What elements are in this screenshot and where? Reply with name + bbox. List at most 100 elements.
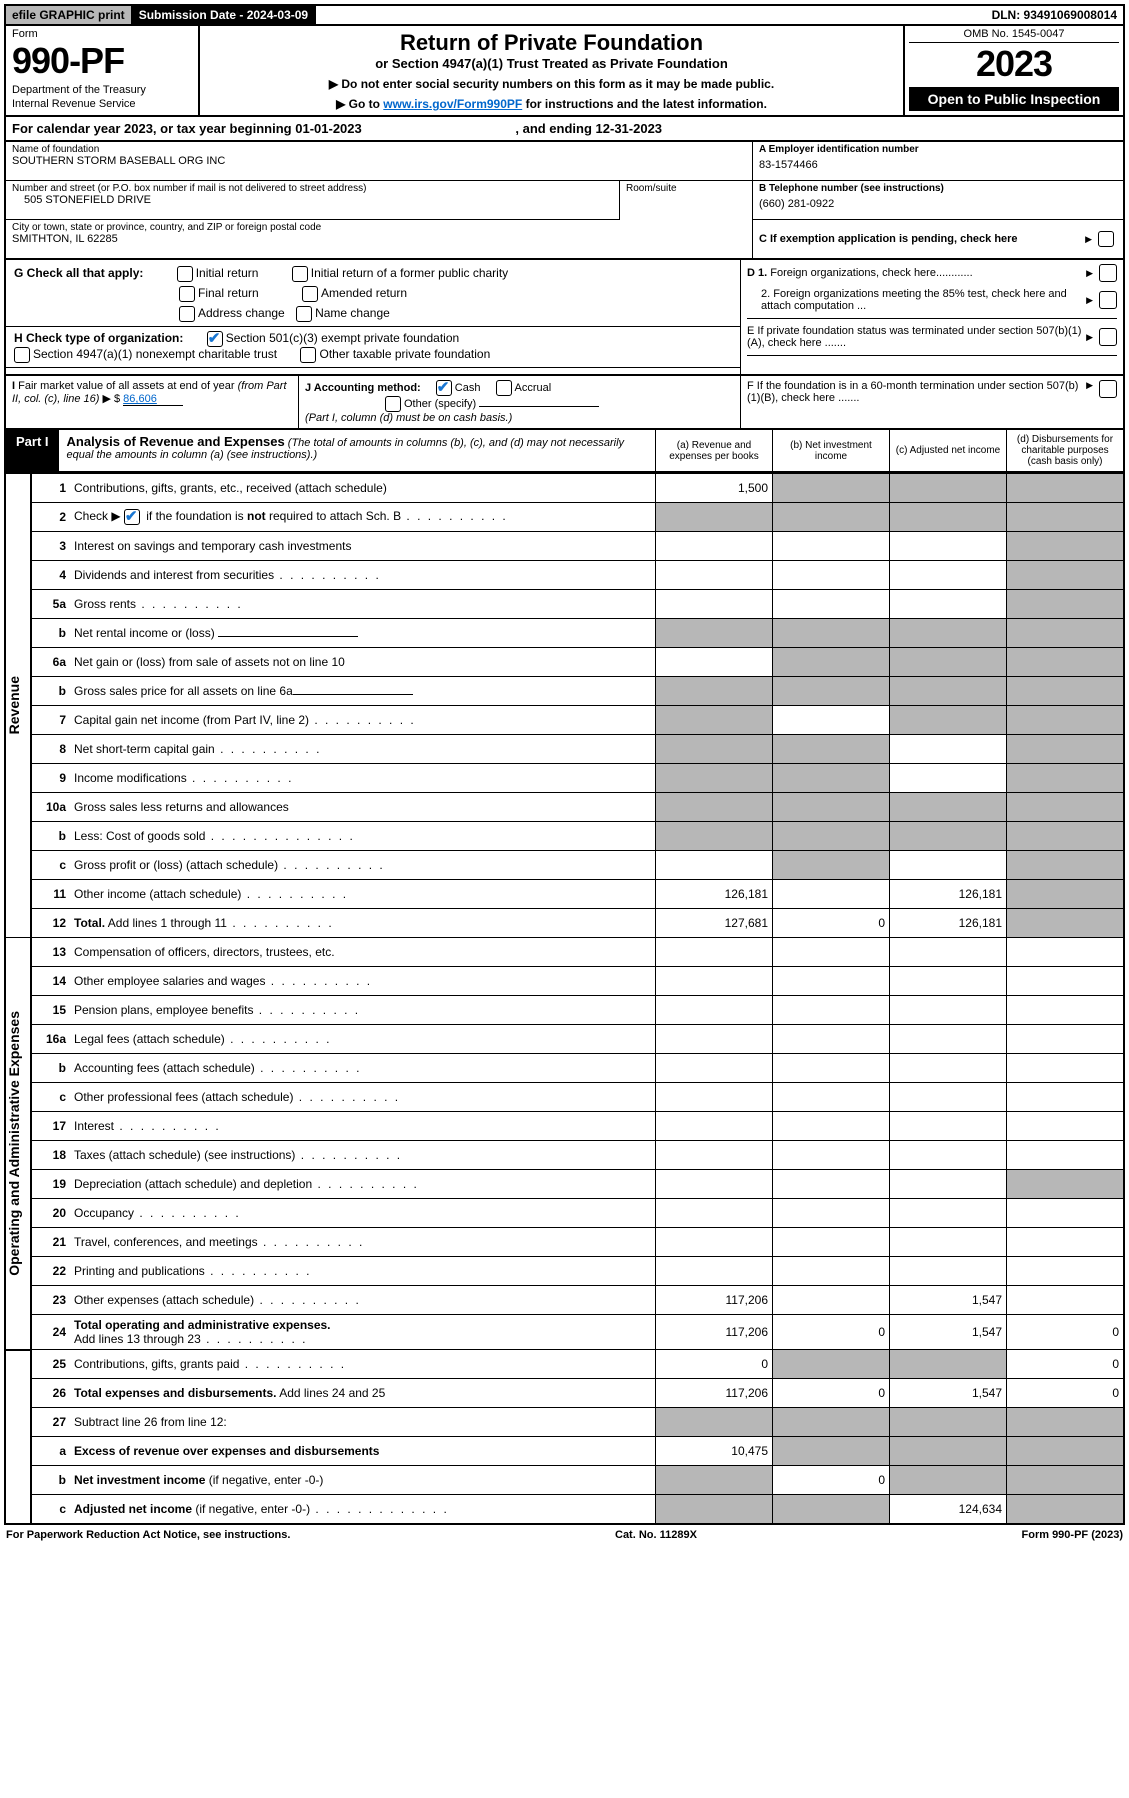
accrual-checkbox[interactable] — [496, 380, 512, 396]
submission-date: Submission Date - 2024-03-09 — [133, 6, 316, 24]
part1-header: Part I Analysis of Revenue and Expenses … — [4, 430, 1125, 473]
addr-change-checkbox[interactable] — [179, 306, 195, 322]
501c3-checkbox[interactable] — [207, 331, 223, 347]
col-d-head: (d) Disbursements for charitable purpose… — [1006, 430, 1123, 471]
line-7: 7Capital gain net income (from Part IV, … — [5, 706, 1124, 735]
phone-row: B Telephone number (see instructions) (6… — [753, 181, 1123, 220]
l27a-num: a — [31, 1437, 70, 1466]
f-checkbox[interactable] — [1099, 380, 1117, 398]
l23-desc: Other expenses (attach schedule) — [70, 1286, 656, 1315]
line-23: 23Other expenses (attach schedule)117,20… — [5, 1286, 1124, 1315]
l16c-desc: Other professional fees (attach schedule… — [70, 1083, 656, 1112]
l1-d — [1007, 474, 1125, 503]
line-4: 4Dividends and interest from securities — [5, 561, 1124, 590]
amended-checkbox[interactable] — [302, 286, 318, 302]
l27a-desc: Excess of revenue over expenses and disb… — [70, 1437, 656, 1466]
l18-desc: Taxes (attach schedule) (see instruction… — [70, 1141, 656, 1170]
l26-num: 26 — [31, 1379, 70, 1408]
final-checkbox[interactable] — [179, 286, 195, 302]
cash-basis-note: (Part I, column (d) must be on cash basi… — [305, 412, 512, 424]
other-taxable-checkbox[interactable] — [300, 347, 316, 363]
l14-desc: Other employee salaries and wages — [70, 967, 656, 996]
line-5a: 5aGross rents — [5, 590, 1124, 619]
l8-num: 8 — [31, 735, 70, 764]
l24-desc: Total operating and administrative expen… — [70, 1315, 656, 1350]
checks-right: D 1. D 1. Foreign organizations, check h… — [740, 260, 1123, 374]
d1-checkbox[interactable] — [1099, 264, 1117, 282]
l10c-num: c — [31, 851, 70, 880]
c-checkbox[interactable] — [1098, 231, 1114, 247]
schb-checkbox[interactable] — [124, 509, 140, 525]
g-row-2: Final return Amended return — [14, 286, 732, 302]
name-row: Name of foundation SOUTHERN STORM BASEBA… — [6, 142, 752, 181]
dept-label: Department of the Treasury — [12, 84, 192, 96]
l9-desc: Income modifications — [70, 764, 656, 793]
col-b-head: (b) Net investment income — [772, 430, 889, 471]
l5b-desc: Net rental income or (loss) — [70, 619, 656, 648]
line-27a: aExcess of revenue over expenses and dis… — [5, 1437, 1124, 1466]
l25-a: 0 — [656, 1350, 773, 1379]
l19-num: 19 — [31, 1170, 70, 1199]
l18-num: 18 — [31, 1141, 70, 1170]
h-label: H Check type of organization: — [14, 331, 183, 345]
l2-b — [773, 503, 890, 532]
form-title: Return of Private Foundation — [206, 30, 897, 56]
phone-value: (660) 281-0922 — [759, 194, 1117, 210]
warn2-post: for instructions and the latest informat… — [522, 97, 767, 111]
cash-checkbox[interactable] — [436, 380, 452, 396]
4947-checkbox[interactable] — [14, 347, 30, 363]
line-5b: bNet rental income or (loss) — [5, 619, 1124, 648]
l2-desc: Check ▶ if the foundation is not require… — [70, 503, 656, 532]
l9-num: 9 — [31, 764, 70, 793]
l16b-num: b — [31, 1054, 70, 1083]
revenue-side: Revenue — [5, 474, 31, 938]
l7-desc: Capital gain net income (from Part IV, l… — [70, 706, 656, 735]
col-a-head: (a) Revenue and expenses per books — [655, 430, 772, 471]
irs-label: Internal Revenue Service — [12, 98, 192, 110]
fmv-mid: J Accounting method: Cash Accrual Other … — [299, 376, 741, 428]
line-14: 14Other employee salaries and wages — [5, 967, 1124, 996]
cash-label: Cash — [455, 382, 481, 394]
line-18: 18Taxes (attach schedule) (see instructi… — [5, 1141, 1124, 1170]
l15-desc: Pension plans, employee benefits — [70, 996, 656, 1025]
e-label: E If private foundation status was termi… — [747, 325, 1086, 349]
initial-checkbox[interactable] — [177, 266, 193, 282]
l24-b: 0 — [773, 1315, 890, 1350]
initial-former-checkbox[interactable] — [292, 266, 308, 282]
city-state-zip: SMITHTON, IL 62285 — [12, 233, 746, 245]
foundation-name: SOUTHERN STORM BASEBALL ORG INC — [12, 155, 746, 167]
l27b-b: 0 — [773, 1466, 890, 1495]
footer-mid: Cat. No. 11289X — [615, 1529, 697, 1541]
part1-table: Revenue 1 Contributions, gifts, grants, … — [4, 473, 1125, 1525]
e-checkbox[interactable] — [1099, 328, 1117, 346]
efile-label: efile GRAPHIC print — [6, 6, 133, 24]
header-right: OMB No. 1545-0047 2023 Open to Public In… — [903, 26, 1123, 115]
addr-row: Number and street (or P.O. box number if… — [6, 181, 619, 220]
form-header: Form 990-PF Department of the Treasury I… — [4, 26, 1125, 117]
l10b-desc: Less: Cost of goods sold . . . . — [70, 822, 656, 851]
l26-c: 1,547 — [890, 1379, 1007, 1408]
tax-year: 2023 — [909, 43, 1119, 85]
line-27b: bNet investment income (if negative, ent… — [5, 1466, 1124, 1495]
other-method-checkbox[interactable] — [385, 396, 401, 412]
fmv-value[interactable]: 86,606 — [123, 393, 183, 406]
part1-title: Analysis of Revenue and Expenses — [67, 434, 285, 449]
l22-desc: Printing and publications — [70, 1257, 656, 1286]
l17-desc: Interest — [70, 1112, 656, 1141]
l12-desc: Total. Add lines 1 through 11 — [70, 909, 656, 938]
cal-pre: For calendar year 2023, or tax year begi… — [12, 121, 295, 136]
line-26: 26Total expenses and disbursements. Add … — [5, 1379, 1124, 1408]
l23-c: 1,547 — [890, 1286, 1007, 1315]
d2-label: 2. Foreign organizations meeting the 85%… — [747, 288, 1086, 312]
part1-label: Part I — [6, 430, 59, 471]
form-word: Form — [12, 28, 192, 40]
l23-a: 117,206 — [656, 1286, 773, 1315]
expenses-side: Operating and Administrative Expenses — [5, 938, 31, 1350]
header-center: Return of Private Foundation or Section … — [200, 26, 903, 115]
ein-row: A Employer identification number 83-1574… — [753, 142, 1123, 181]
line-16c: cOther professional fees (attach schedul… — [5, 1083, 1124, 1112]
d2-checkbox[interactable] — [1099, 291, 1117, 309]
g-label: G Check all that apply: — [14, 266, 143, 280]
form-link[interactable]: www.irs.gov/Form990PF — [383, 97, 522, 111]
name-change-checkbox[interactable] — [296, 306, 312, 322]
